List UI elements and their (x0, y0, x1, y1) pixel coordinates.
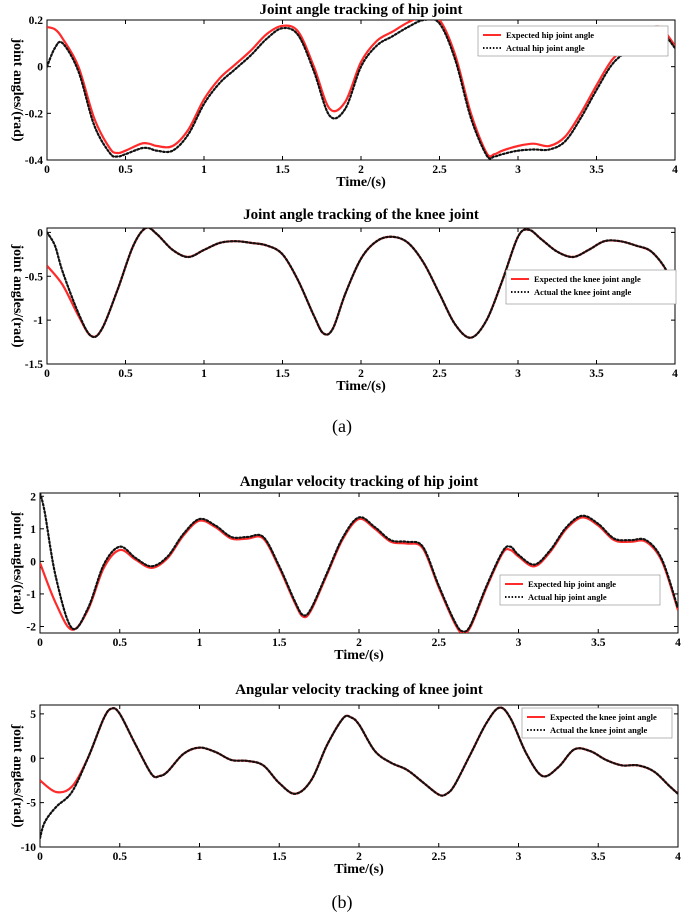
legend-box (505, 269, 677, 305)
chart-3: Angular velocity tracking of hip joint 0 0… (10, 474, 681, 663)
x-tick-label: 2 (358, 368, 364, 380)
x-axis-label: Time/(s) (336, 379, 386, 394)
legend-box (521, 707, 673, 739)
chart-1: Joint angle tracking of hip joint 0 0.5 1 1.… (10, 2, 678, 190)
x-tick-label: 0 (37, 637, 43, 649)
x-tick-label: 2 (358, 164, 364, 176)
x-tick-label: 0.5 (118, 164, 133, 176)
legend: Expected the knee joint angle Actual the … (521, 707, 673, 739)
legend-box (499, 574, 661, 606)
x-axis-label: Time/(s) (334, 862, 384, 877)
x-tick-label: 1 (201, 164, 207, 176)
x-tick-label: 4 (675, 851, 681, 863)
chart-title: Angular velocity tracking of hip joint (240, 474, 478, 490)
actual-series-line (47, 228, 675, 339)
caption-a: (a) (332, 416, 352, 437)
legend-entry: Expected hip joint angle (506, 30, 594, 40)
legend-entry: Expected the knee joint angle (534, 274, 641, 284)
y-tick-label: 0.2 (29, 15, 44, 27)
x-tick-label: 1.5 (275, 368, 290, 380)
chart-title: Joint angle tracking of the knee joint (243, 207, 479, 223)
x-tick-label: 3 (516, 851, 522, 863)
y-tick-label: -0.5 (25, 271, 43, 283)
legend-entry: Actual hip joint angle (506, 43, 585, 53)
legend-entry: Expected hip joint angle (528, 579, 616, 589)
y-tick-label: -5 (26, 798, 36, 810)
y-tick-label: -1.5 (25, 359, 43, 371)
chart-4: Angular velocity tracking of knee joint 0… (10, 682, 681, 877)
x-tick-label: 4 (672, 164, 678, 176)
y-tick-label: -10 (21, 842, 37, 854)
y-tick-label: 0 (30, 556, 36, 568)
actual-series-line (40, 706, 678, 840)
x-tick-label: 1 (197, 851, 203, 863)
x-tick-label: 3.5 (589, 368, 604, 380)
x-tick-label: 3 (515, 164, 521, 176)
y-axis-label: joint angles/(rad) (10, 37, 25, 141)
y-tick-label: 2 (30, 491, 36, 503)
chart-2: Joint angle tracking of the knee joint 0 0… (10, 207, 678, 394)
x-tick-label: 2 (356, 637, 362, 649)
x-tick-label: 0.5 (118, 368, 133, 380)
y-tick-label: -0.2 (25, 108, 43, 120)
y-tick-label: -1 (33, 315, 43, 327)
x-tick-label: 4 (675, 637, 681, 649)
expected-series-line (47, 20, 675, 158)
series-group (47, 20, 675, 160)
x-tick-label: 3.5 (591, 637, 606, 649)
y-axis-label: joint angles/(rad) (10, 510, 25, 614)
x-tick-label: 0 (44, 164, 50, 176)
x-tick-label: 4 (672, 368, 678, 380)
x-tick-label: 1.5 (272, 637, 287, 649)
y-axis-label: joint angles/(rad) (10, 723, 25, 827)
x-axis-label: Time/(s) (336, 175, 386, 190)
chart-title: Joint angle tracking of hip joint (260, 2, 463, 18)
x-tick-label: 1 (201, 368, 207, 380)
legend: Expected hip joint angle Actual hip joint… (499, 574, 661, 606)
y-tick-label: -0.4 (25, 155, 43, 167)
x-tick-label: 2 (356, 851, 362, 863)
x-tick-label: 0.5 (113, 851, 128, 863)
legend: Expected hip joint angle Actual hip joint… (477, 25, 669, 57)
y-tick-label: 1 (30, 524, 36, 536)
x-tick-label: 1 (197, 637, 203, 649)
actual-series-line (47, 20, 675, 160)
caption-b: (b) (332, 892, 353, 913)
x-tick-label: 0 (44, 368, 50, 380)
plot-area (39, 492, 679, 634)
legend-entry: Actual the knee joint angle (550, 725, 648, 735)
x-tick-label: 3.5 (589, 164, 604, 176)
y-tick-label: -2 (26, 621, 36, 633)
x-tick-label: 3 (516, 637, 522, 649)
series-group (40, 493, 678, 633)
x-tick-label: 1.5 (272, 851, 287, 863)
x-tick-label: 3 (515, 368, 521, 380)
x-tick-label: 3.5 (591, 851, 606, 863)
x-tick-label: 2.5 (432, 368, 447, 380)
legend-entry: Expected the knee joint angle (550, 712, 657, 722)
y-tick-label: 0 (30, 753, 36, 765)
legend-box (477, 25, 669, 57)
x-tick-label: 0 (37, 851, 43, 863)
series-group (40, 706, 678, 840)
chart-title: Angular velocity tracking of knee joint (235, 682, 483, 698)
x-tick-label: 2.5 (432, 164, 447, 176)
y-tick-label: 5 (30, 709, 36, 721)
x-tick-label: 0.5 (113, 637, 128, 649)
x-tick-label: 2.5 (432, 851, 447, 863)
charts-group: Joint angle tracking of hip joint 0 0.5 1 1.… (10, 2, 681, 877)
x-axis-label: Time/(s) (334, 648, 384, 663)
legend-entry: Actual the knee joint angle (534, 287, 632, 297)
y-axis-label: joint angles/(rad) (10, 243, 25, 347)
legend-entry: Actual hip joint angle (528, 592, 607, 602)
series-group (47, 228, 675, 339)
y-tick-label: 0 (37, 62, 43, 74)
legend: Expected the knee joint angle Actual the … (505, 269, 677, 305)
actual-series-line (40, 493, 678, 633)
y-tick-label: -1 (26, 589, 36, 601)
x-tick-label: 1.5 (275, 164, 290, 176)
y-tick-label: 0 (37, 227, 43, 239)
x-tick-label: 2.5 (432, 637, 447, 649)
